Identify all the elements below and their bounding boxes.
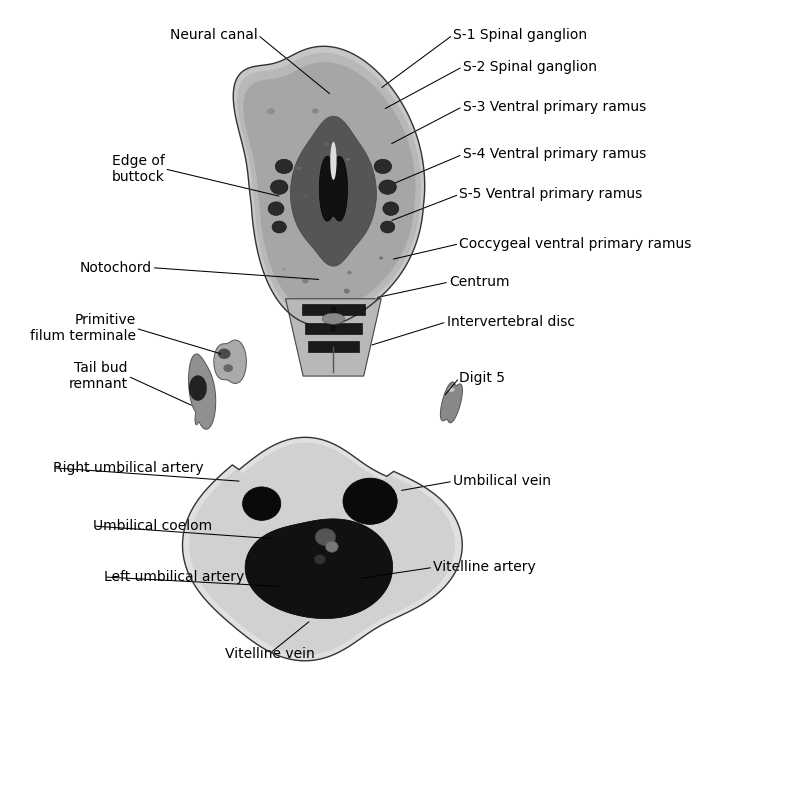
Ellipse shape [275,159,292,174]
Ellipse shape [272,221,287,233]
Polygon shape [245,519,393,618]
Ellipse shape [383,202,399,215]
Ellipse shape [330,326,336,331]
Ellipse shape [278,200,281,203]
Ellipse shape [379,180,396,194]
Ellipse shape [325,142,329,146]
Ellipse shape [322,313,344,324]
Ellipse shape [271,180,288,194]
Polygon shape [237,53,421,321]
Ellipse shape [296,166,301,170]
Ellipse shape [347,158,350,161]
Polygon shape [189,354,215,430]
Ellipse shape [374,159,391,174]
Text: Left umbilical artery: Left umbilical artery [104,570,244,584]
Text: S-3 Ventral primary ramus: S-3 Ventral primary ramus [463,100,646,114]
Text: Edge of
buttock: Edge of buttock [112,154,164,184]
Polygon shape [290,116,377,266]
Ellipse shape [242,487,281,520]
Ellipse shape [302,278,309,283]
Ellipse shape [312,108,319,114]
Polygon shape [214,340,246,383]
Ellipse shape [343,289,350,294]
Text: Tail bud
remnant: Tail bud remnant [69,361,128,391]
Ellipse shape [379,257,383,260]
Text: S-1 Spinal ganglion: S-1 Spinal ganglion [453,28,587,42]
Polygon shape [308,341,359,352]
Text: S-5 Ventral primary ramus: S-5 Ventral primary ramus [459,187,642,202]
Polygon shape [182,438,463,661]
Text: Coccygeal ventral primary ramus: Coccygeal ventral primary ramus [459,237,692,250]
Text: Umbilical coelom: Umbilical coelom [92,519,211,533]
Ellipse shape [381,221,394,233]
Ellipse shape [303,194,308,198]
Ellipse shape [283,268,286,270]
Text: Right umbilical artery: Right umbilical artery [53,461,203,474]
Text: Primitive
filum terminale: Primitive filum terminale [30,313,136,343]
Polygon shape [243,62,416,314]
Text: Umbilical vein: Umbilical vein [453,474,551,488]
Text: S-4 Ventral primary ramus: S-4 Ventral primary ramus [463,147,646,162]
Polygon shape [190,442,455,655]
Ellipse shape [330,307,336,313]
Polygon shape [189,375,207,401]
Ellipse shape [267,108,275,114]
Ellipse shape [314,554,326,564]
Text: Notochord: Notochord [79,261,151,274]
Text: Vitelline vein: Vitelline vein [224,646,314,661]
Ellipse shape [268,202,284,215]
Ellipse shape [343,478,397,524]
Polygon shape [319,156,347,221]
Polygon shape [305,322,362,334]
Text: Centrum: Centrum [449,275,509,289]
Ellipse shape [330,142,337,180]
Ellipse shape [224,364,233,372]
Polygon shape [441,382,463,423]
Polygon shape [301,304,365,315]
Polygon shape [233,46,424,326]
Text: Neural canal: Neural canal [170,28,258,42]
Text: Vitelline artery: Vitelline artery [433,561,536,574]
Ellipse shape [326,541,339,552]
Text: Intervertebral disc: Intervertebral disc [446,315,574,329]
Ellipse shape [347,270,352,274]
Polygon shape [286,298,382,376]
Ellipse shape [218,349,231,359]
Ellipse shape [315,528,336,546]
Text: S-2 Spinal ganglion: S-2 Spinal ganglion [463,60,597,74]
Text: Digit 5: Digit 5 [459,370,505,385]
Ellipse shape [448,387,454,392]
